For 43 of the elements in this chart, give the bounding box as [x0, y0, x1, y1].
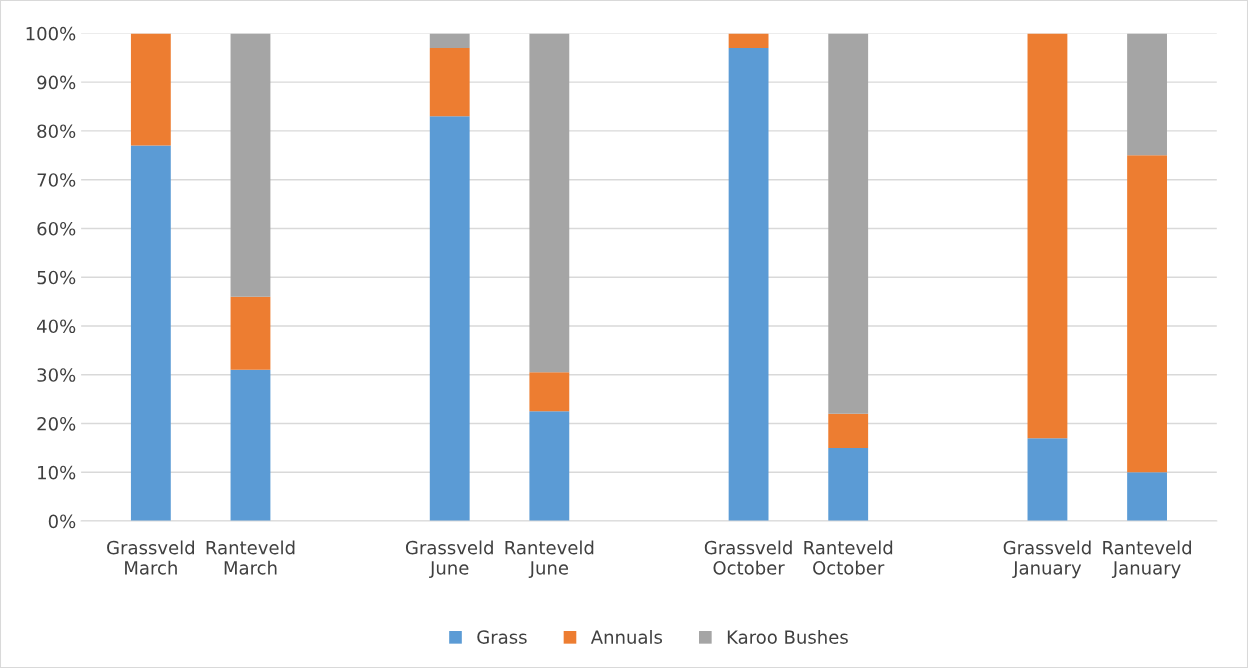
- x-tick-label: Grassveld June: [405, 540, 493, 579]
- bar: [728, 33, 769, 49]
- bar: [1027, 33, 1068, 439]
- bar: [230, 296, 271, 370]
- bar: [1127, 472, 1167, 522]
- bar: [1127, 33, 1167, 156]
- bar: [728, 48, 769, 522]
- y-tick-label: 40%: [37, 319, 76, 334]
- legend-label: Karoo Bushes: [727, 629, 848, 644]
- bar: [429, 33, 470, 49]
- x-tick-label: Grassveld January: [1003, 540, 1091, 579]
- y-tick-label: 0%: [48, 514, 76, 529]
- y-tick-label: 20%: [37, 416, 76, 431]
- y-tick-label: 90%: [37, 75, 76, 90]
- bar: [130, 33, 171, 146]
- bar: [429, 116, 470, 522]
- bar: [529, 33, 570, 373]
- x-tick-label: Ranteveld June: [505, 540, 594, 579]
- bar: [529, 372, 570, 412]
- bar: [828, 413, 869, 448]
- x-tick-label: Grassveld March: [107, 540, 194, 575]
- x-tick-label: Ranteveld March: [206, 540, 295, 575]
- bar: [529, 411, 570, 522]
- y-tick-label: 70%: [37, 173, 76, 187]
- legend-label: Annuals: [590, 629, 663, 644]
- x-tick-label: Ranteveld October: [804, 540, 893, 575]
- y-tick-label: 30%: [37, 368, 76, 382]
- y-tick-label: 10%: [38, 465, 76, 480]
- bar: [429, 48, 470, 117]
- bar: [828, 447, 869, 522]
- bar: [130, 145, 171, 522]
- y-tick-label: 100%: [26, 26, 76, 41]
- x-tick-label: Grassveld October: [704, 540, 792, 575]
- bar: [230, 33, 271, 297]
- bar: [230, 369, 271, 522]
- legend-label: Grass: [477, 630, 527, 644]
- x-tick-label: Ranteveld January: [1103, 540, 1191, 579]
- bar: [1127, 155, 1167, 473]
- y-tick-label: 80%: [37, 124, 76, 139]
- bar: [1027, 438, 1068, 522]
- y-tick-label: 50%: [37, 270, 76, 285]
- y-tick-label: 60%: [37, 221, 76, 236]
- bar: [828, 33, 869, 414]
